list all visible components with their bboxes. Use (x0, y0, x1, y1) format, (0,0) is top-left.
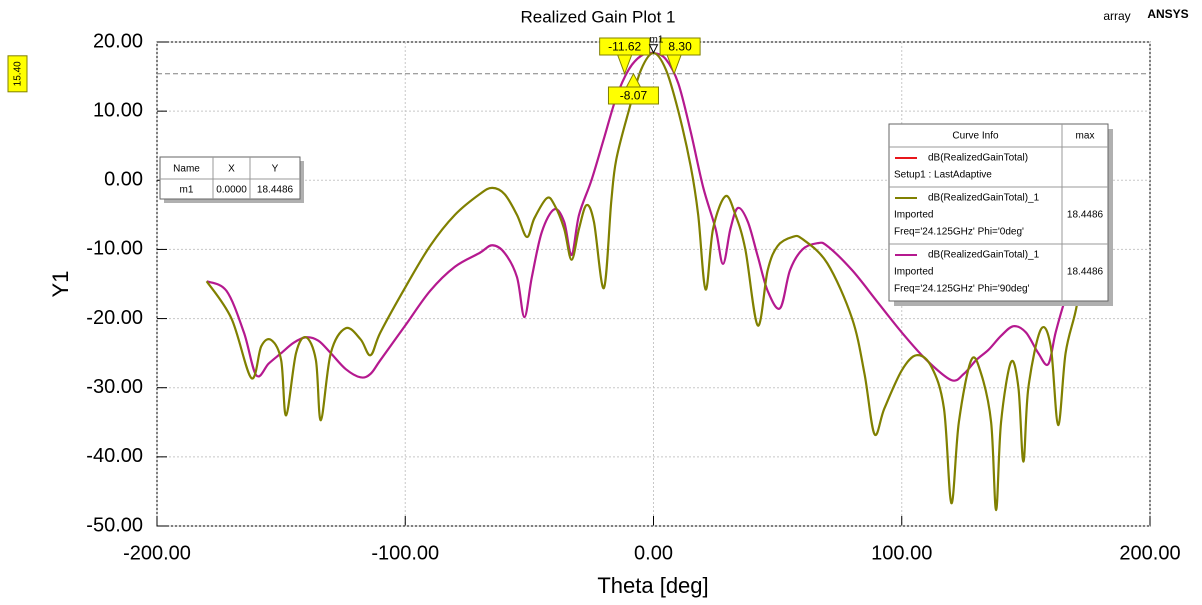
crossing-box (599, 37, 651, 56)
grid: -200.00 -100.00 0.00 100.00 200.00 20.00 10.00… (86, 30, 1180, 564)
legend-entry: dB(RealizedGainTotal)_1 (928, 193, 1040, 204)
marker-table (159, 156, 301, 200)
chart-title: Realized Gain Plot 1 (521, 7, 676, 26)
table-header: X (228, 164, 235, 175)
table-cell: 18.4486 (257, 185, 294, 196)
brand: ANSYS (1147, 7, 1188, 21)
y-tick-label: -20.00 (86, 307, 143, 329)
x-tick-label: -200.00 (123, 542, 191, 564)
design-name: array (1103, 9, 1130, 23)
x-tick-label: 0.00 (634, 542, 673, 564)
marker-name: m1 (650, 34, 664, 45)
x-tick-label: 200.00 (1119, 542, 1180, 564)
legend-info: Imported (894, 210, 933, 221)
y-tick-label: -30.00 (86, 376, 143, 398)
y-marker-box (7, 55, 28, 93)
y-tick-label: -10.00 (86, 238, 143, 260)
legend-info: Setup1 : LastAdaptive (894, 170, 992, 181)
y-tick-label: -40.00 (86, 445, 143, 467)
y-tick-label: 10.00 (93, 99, 143, 121)
table-header: Name (173, 164, 200, 175)
table-cell: 0.0000 (216, 185, 247, 196)
crossing-box (659, 37, 701, 56)
legend-info: Freq='24.125GHz' Phi='0deg' (894, 227, 1024, 238)
legend-max: 18.4486 (1067, 267, 1104, 278)
y-tick-label: -50.00 (86, 514, 143, 536)
marker (648, 44, 659, 54)
legend-info: Freq='24.125GHz' Phi='90deg' (894, 284, 1030, 295)
table-header: Y (272, 164, 279, 175)
legend-entry: dB(RealizedGainTotal)_1 (928, 250, 1040, 261)
crossing-label: -8.07 (620, 89, 648, 103)
crossing-label: 8.30 (668, 40, 692, 54)
x-axis-label: Theta [deg] (597, 573, 708, 598)
legend-title: Curve Info (952, 131, 999, 142)
x-tick-label: 100.00 (871, 542, 932, 564)
crossing-label: -11.62 (608, 40, 641, 54)
table-cell: m1 (180, 185, 194, 196)
legend (888, 123, 1109, 302)
x-tick-label: -100.00 (371, 542, 439, 564)
y-marker-label: 15.40 (13, 61, 24, 86)
annotations: 15.40 -11.62 8.30 -8.07 m1 Name X Ym1 0.0000 18.4… (7, 34, 1150, 306)
y-tick-label: 20.00 (93, 30, 143, 52)
legend-max: 18.4486 (1067, 210, 1104, 221)
series-line (205, 51, 1102, 512)
crossing-box (607, 86, 659, 105)
legend-info: Imported (894, 267, 933, 278)
y-axis-label: Y1 (48, 271, 73, 298)
legend-entry: dB(RealizedGainTotal) (928, 153, 1028, 164)
legend-max-header: max (1076, 131, 1095, 142)
y-tick-label: 0.00 (104, 169, 143, 191)
